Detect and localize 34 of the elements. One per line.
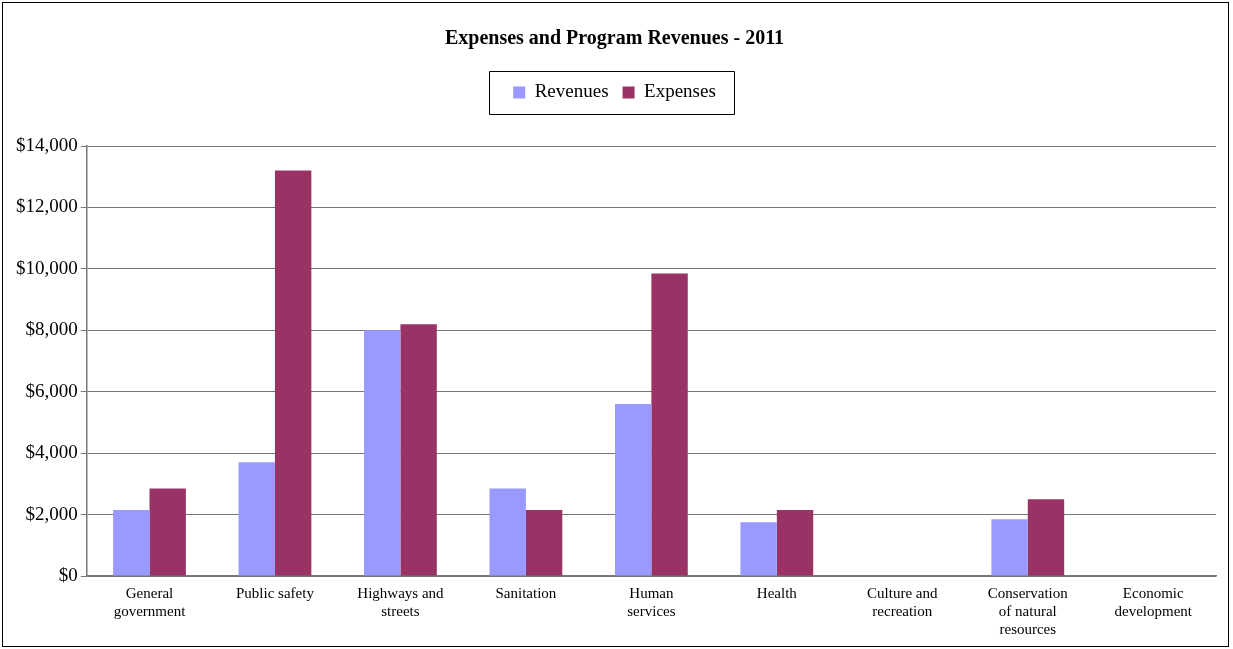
bar xyxy=(614,404,652,576)
x-tick-label: Health xyxy=(756,584,798,601)
bar xyxy=(651,273,688,576)
x-tick-label: Sanitation xyxy=(495,584,557,601)
x-tick-label: Human services xyxy=(627,584,676,619)
bar xyxy=(364,330,401,576)
y-tick-label: $4,000 xyxy=(25,441,78,463)
bar xyxy=(238,462,275,576)
y-tick-label: $14,000 xyxy=(16,133,78,155)
y-tick-label: $0 xyxy=(58,563,78,585)
legend-label: Expenses xyxy=(644,80,716,102)
bar xyxy=(400,324,437,576)
x-tick-label: Conservation of natural resources xyxy=(987,584,1069,637)
bar xyxy=(149,488,186,576)
bar xyxy=(525,509,563,576)
bar xyxy=(740,522,777,576)
x-tick-label: Culture and recreation xyxy=(867,584,939,619)
y-tick-label: $12,000 xyxy=(16,195,78,217)
y-tick-label: $2,000 xyxy=(25,502,78,524)
x-tick-label: Public safety xyxy=(236,584,315,601)
y-tick-label: $10,000 xyxy=(16,256,78,278)
bar xyxy=(489,488,526,576)
x-tick-label: General government xyxy=(113,584,187,619)
bar xyxy=(776,509,814,576)
x-tick-label: Economic development xyxy=(1114,584,1193,619)
bar xyxy=(113,509,150,576)
legend-label: Revenues xyxy=(534,80,609,102)
y-tick-label: $8,000 xyxy=(25,318,78,340)
chart-title: Expenses and Program Revenues - 2011 xyxy=(444,26,785,50)
bar xyxy=(991,519,1028,576)
bar xyxy=(274,170,312,576)
y-tick-label: $6,000 xyxy=(25,379,78,401)
bar xyxy=(1027,499,1065,576)
x-tick-label: Highways and streets xyxy=(357,584,445,619)
